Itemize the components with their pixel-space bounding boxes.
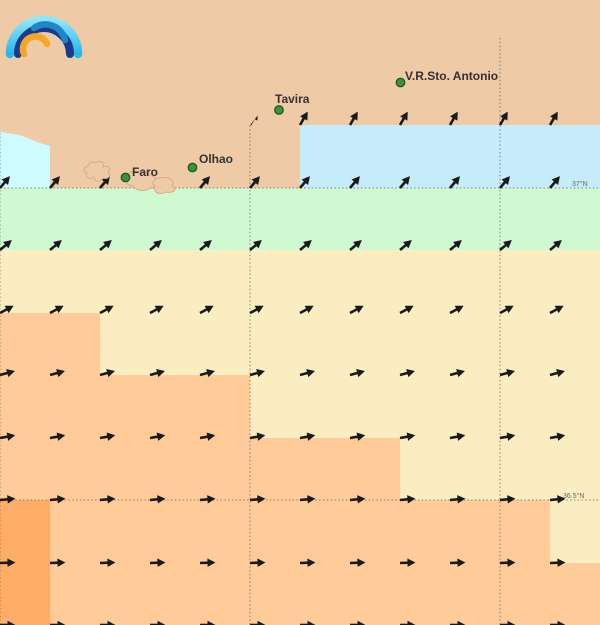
svg-text:Olhao: Olhao	[199, 152, 233, 166]
svg-text:V.R.Sto. Antonio: V.R.Sto. Antonio	[405, 69, 498, 83]
svg-text:37°N: 37°N	[572, 180, 588, 188]
svg-text:Tavira: Tavira	[275, 92, 310, 106]
svg-text:36.5°N: 36.5°N	[563, 492, 584, 500]
svg-text:Faro: Faro	[132, 165, 158, 179]
